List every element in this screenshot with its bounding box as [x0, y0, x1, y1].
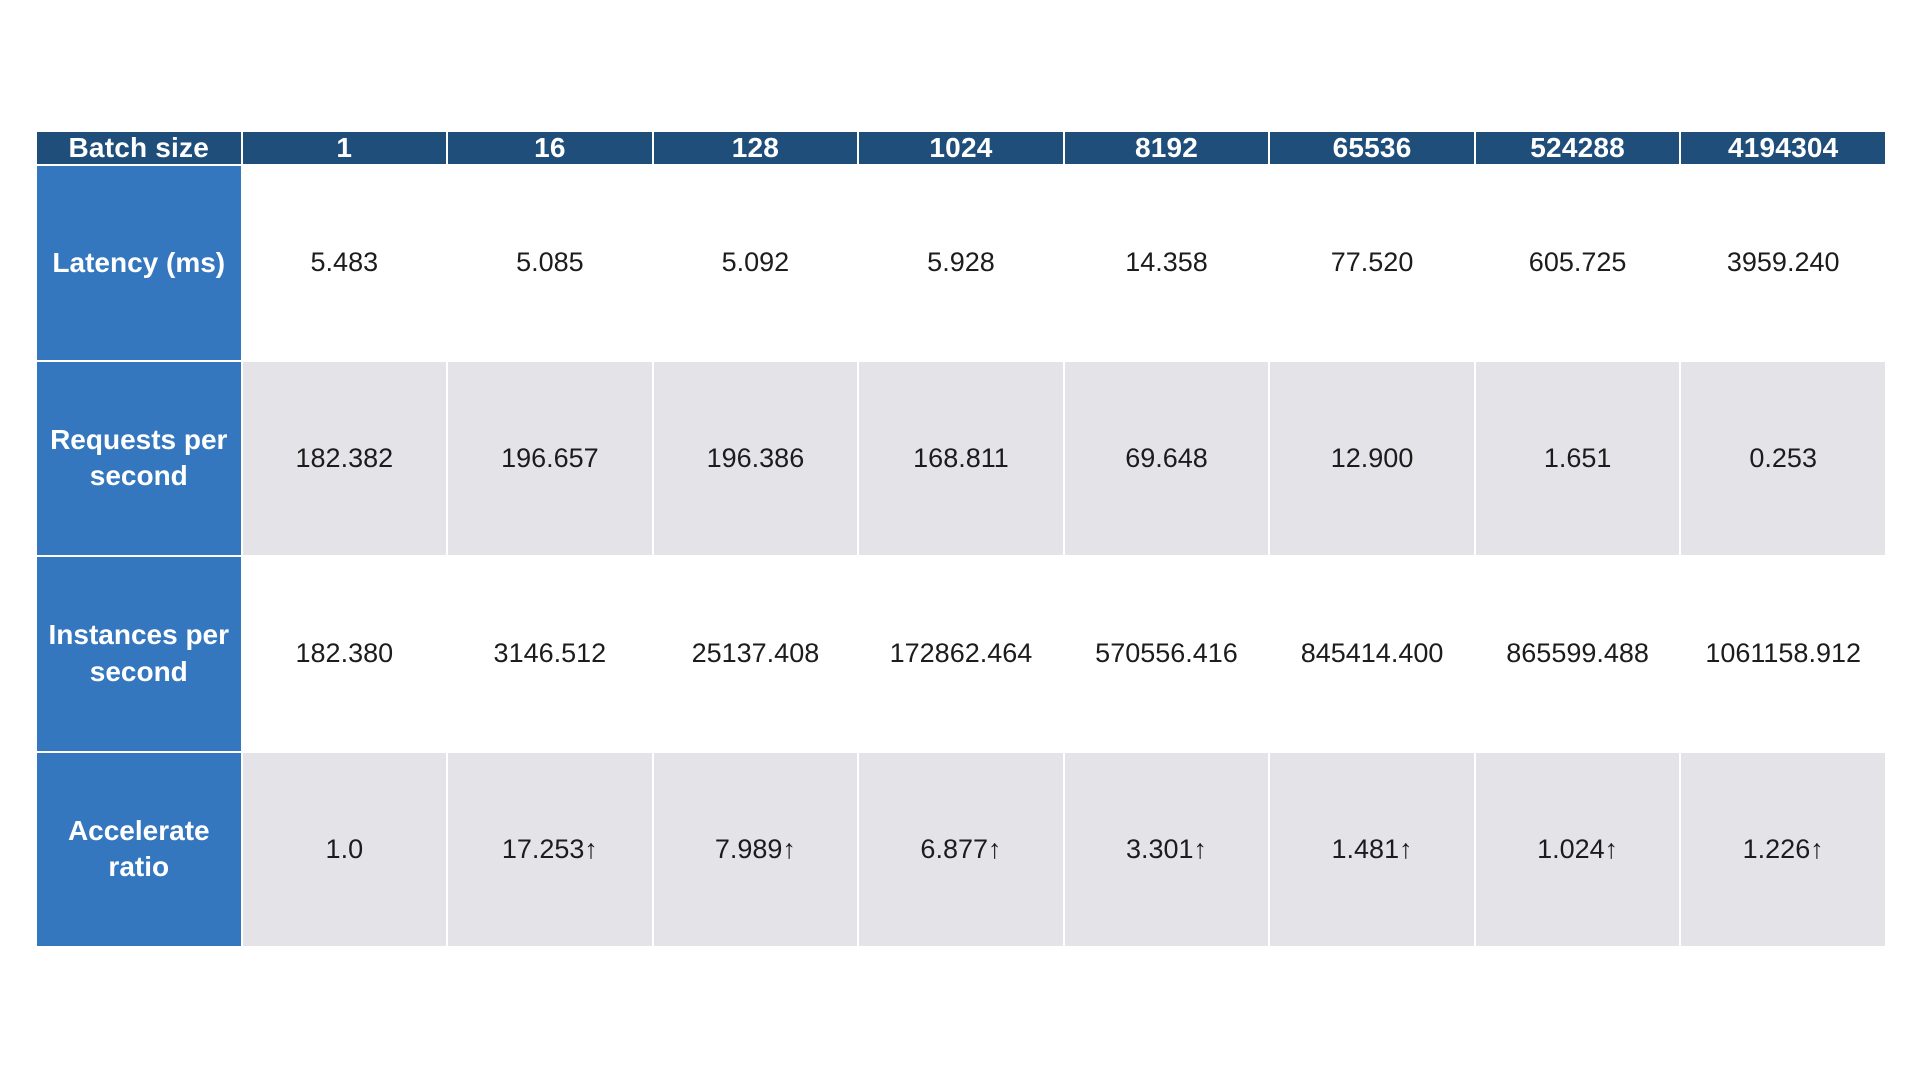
table-cell: 1.226↑	[1679, 750, 1887, 948]
column-header: 1	[240, 130, 449, 166]
table-cell: 182.382	[240, 359, 449, 557]
table-cell: 25137.408	[651, 555, 860, 753]
table-cell: 3.301↑	[1062, 750, 1271, 948]
column-header: 8192	[1062, 130, 1271, 166]
column-header: 16	[446, 130, 654, 166]
table-cell: 0.253	[1679, 359, 1887, 557]
table-cell: 865599.488	[1473, 555, 1682, 753]
table-cell: 1.024↑	[1473, 750, 1682, 948]
table-cell: 5.928	[857, 164, 1065, 362]
row-label-latency: Latency (ms)	[35, 164, 243, 362]
column-header: 128	[651, 130, 860, 166]
table-cell: 77.520	[1268, 164, 1476, 362]
table-cell: 570556.416	[1062, 555, 1271, 753]
table-header-row: Batch size 1 16 128 1024 8192 65536 5242…	[35, 130, 1887, 166]
table-cell: 196.657	[446, 359, 654, 557]
table-cell: 182.380	[240, 555, 449, 753]
table-cell: 7.989↑	[651, 750, 860, 948]
table-cell: 1061158.912	[1679, 555, 1887, 753]
table-cell: 1.0	[240, 750, 449, 948]
column-header: 1024	[857, 130, 1065, 166]
row-label-instances-per-second: Instances per second	[35, 555, 243, 753]
table-cell: 196.386	[651, 359, 860, 557]
table-cell: 845414.400	[1268, 555, 1476, 753]
benchmark-table: Batch size 1 16 128 1024 8192 65536 5242…	[35, 130, 1887, 948]
table-cell: 12.900	[1268, 359, 1476, 557]
table-cell: 6.877↑	[857, 750, 1065, 948]
table-cell: 17.253↑	[446, 750, 654, 948]
column-header: 65536	[1268, 130, 1476, 166]
table-row-instances-per-second: Instances per second 182.380 3146.512 25…	[35, 555, 1887, 753]
table-body: Latency (ms) 5.483 5.085 5.092 5.928 14.…	[35, 164, 1887, 948]
table-cell: 1.651	[1473, 359, 1682, 557]
table-cell: 5.092	[651, 164, 860, 362]
table-cell: 168.811	[857, 359, 1065, 557]
row-label-accelerate-ratio: Accelerate ratio	[35, 750, 243, 948]
table-cell: 5.085	[446, 164, 654, 362]
column-header: 524288	[1473, 130, 1682, 166]
table-cell: 3146.512	[446, 555, 654, 753]
table-header: Batch size 1 16 128 1024 8192 65536 5242…	[35, 130, 1887, 166]
table-row-accelerate-ratio: Accelerate ratio 1.0 17.253↑ 7.989↑ 6.87…	[35, 750, 1887, 948]
table-cell: 14.358	[1062, 164, 1271, 362]
table-row-latency: Latency (ms) 5.483 5.085 5.092 5.928 14.…	[35, 164, 1887, 362]
table-cell: 69.648	[1062, 359, 1271, 557]
table-cell: 1.481↑	[1268, 750, 1476, 948]
table-cell: 3959.240	[1679, 164, 1887, 362]
table-cell: 172862.464	[857, 555, 1065, 753]
table-cell: 605.725	[1473, 164, 1682, 362]
column-header: 4194304	[1679, 130, 1887, 166]
table-row-requests-per-second: Requests per second 182.382 196.657 196.…	[35, 359, 1887, 557]
table-cell: 5.483	[240, 164, 449, 362]
column-header-batch-size: Batch size	[35, 130, 243, 166]
row-label-requests-per-second: Requests per second	[35, 359, 243, 557]
